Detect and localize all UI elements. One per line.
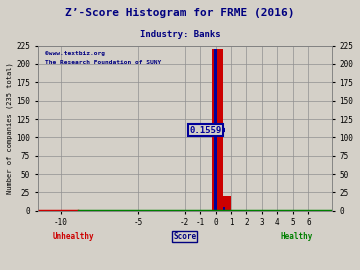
Text: Score: Score xyxy=(173,232,196,241)
Bar xyxy=(215,49,217,211)
Text: The Research Foundation of SUNY: The Research Foundation of SUNY xyxy=(45,59,162,65)
Bar xyxy=(223,196,231,211)
Text: Z’-Score Histogram for FRME (2016): Z’-Score Histogram for FRME (2016) xyxy=(65,8,295,18)
Bar xyxy=(223,207,225,211)
Text: ©www.textbiz.org: ©www.textbiz.org xyxy=(45,51,105,56)
Text: Industry: Banks: Industry: Banks xyxy=(140,30,220,39)
Text: Unhealthy: Unhealthy xyxy=(52,232,94,241)
Bar xyxy=(212,49,223,211)
Text: 0.1559: 0.1559 xyxy=(189,126,222,134)
Text: Healthy: Healthy xyxy=(280,232,312,241)
Y-axis label: Number of companies (235 total): Number of companies (235 total) xyxy=(7,62,13,194)
